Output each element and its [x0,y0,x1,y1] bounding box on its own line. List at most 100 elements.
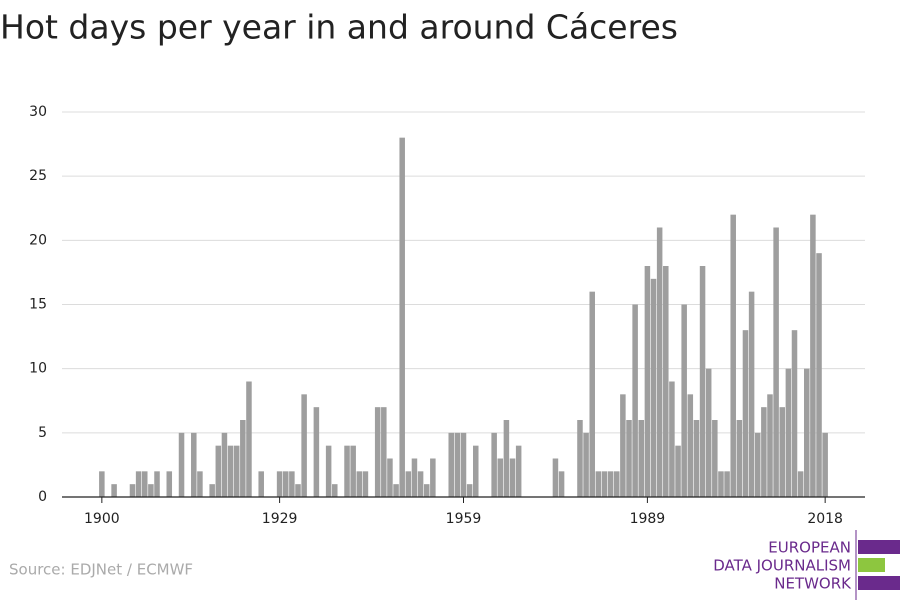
bar [675,445,681,497]
bar [810,214,816,497]
bar [374,407,381,497]
bar [558,471,565,497]
y-tick-label: 30 [29,104,47,120]
x-tick-label: 1989 [630,511,666,527]
bar [785,368,792,497]
chart-title: Hot days per year in and around Cáceres [0,8,678,47]
bar [295,484,301,497]
x-tick-label: 1959 [446,511,482,527]
bar [141,471,148,497]
bar [282,471,289,497]
bar [227,445,234,497]
bar [773,227,779,497]
logo-text: DATA JOURNALISM [713,557,851,575]
y-tick-label: 20 [29,232,47,248]
bar [221,432,228,497]
bar [178,432,185,497]
bar [215,445,222,497]
bar [791,330,798,497]
bar [613,471,620,497]
bar [473,445,479,497]
x-tick-label: 1900 [84,511,120,527]
bar [583,432,589,497]
bar [111,484,117,497]
bar [154,471,160,497]
bar [448,432,454,497]
bar [656,227,663,497]
bar [362,471,369,497]
logo-text: EUROPEAN [768,539,851,557]
bar [503,420,510,497]
bar [417,471,424,497]
bar [730,214,736,497]
bar [350,445,356,497]
bar [258,471,264,497]
bar [687,394,694,497]
bar [620,394,626,497]
bar [632,304,638,497]
bar [669,381,675,497]
bar [705,368,712,497]
bar [325,445,332,497]
bar [601,471,608,497]
y-tick-label: 5 [38,425,47,441]
bar [430,458,436,497]
bar [246,381,252,497]
bar [797,471,804,497]
bar [718,471,724,497]
bar [197,471,203,497]
bar [344,445,350,497]
logo-text: NETWORK [774,575,852,593]
bar [595,471,602,497]
bar [460,432,467,497]
bar [767,394,773,497]
bar [663,266,669,497]
y-tick-label: 15 [29,297,47,313]
logo-bar [858,576,900,590]
bar [724,471,730,497]
bar [804,368,810,497]
bar [191,432,197,497]
bar [332,484,338,497]
bar [626,420,632,497]
bar [466,484,473,497]
bar [515,445,522,497]
bar [699,266,706,497]
bar [148,484,154,497]
bar [638,420,645,497]
bar [742,330,749,497]
bar [589,291,595,497]
logo-bar [858,540,900,554]
bar [552,458,559,497]
bar [240,420,246,497]
bar [399,137,405,497]
bar [761,407,767,497]
bar [491,432,497,497]
bar [135,471,142,497]
bar [754,432,761,497]
bar [166,471,173,497]
x-tick-label: 2018 [807,511,843,527]
y-tick-label: 25 [29,168,47,184]
bar [233,445,240,497]
bar [816,253,822,497]
x-tick-label: 1929 [262,511,298,527]
bar [313,407,320,497]
bar [301,394,307,497]
y-tick-label: 0 [38,489,47,505]
bar [693,420,700,497]
bar [736,420,743,497]
bar [748,291,755,497]
bar [411,458,418,497]
bar [822,432,828,497]
bar [497,458,504,497]
logo-bar [858,558,885,572]
logo: EUROPEAN DATA JOURNALISM NETWORK [713,530,900,600]
bar [577,420,583,497]
bar [387,458,393,497]
bar [712,420,718,497]
bar [607,471,614,497]
bar [423,484,430,497]
bar [393,484,399,497]
